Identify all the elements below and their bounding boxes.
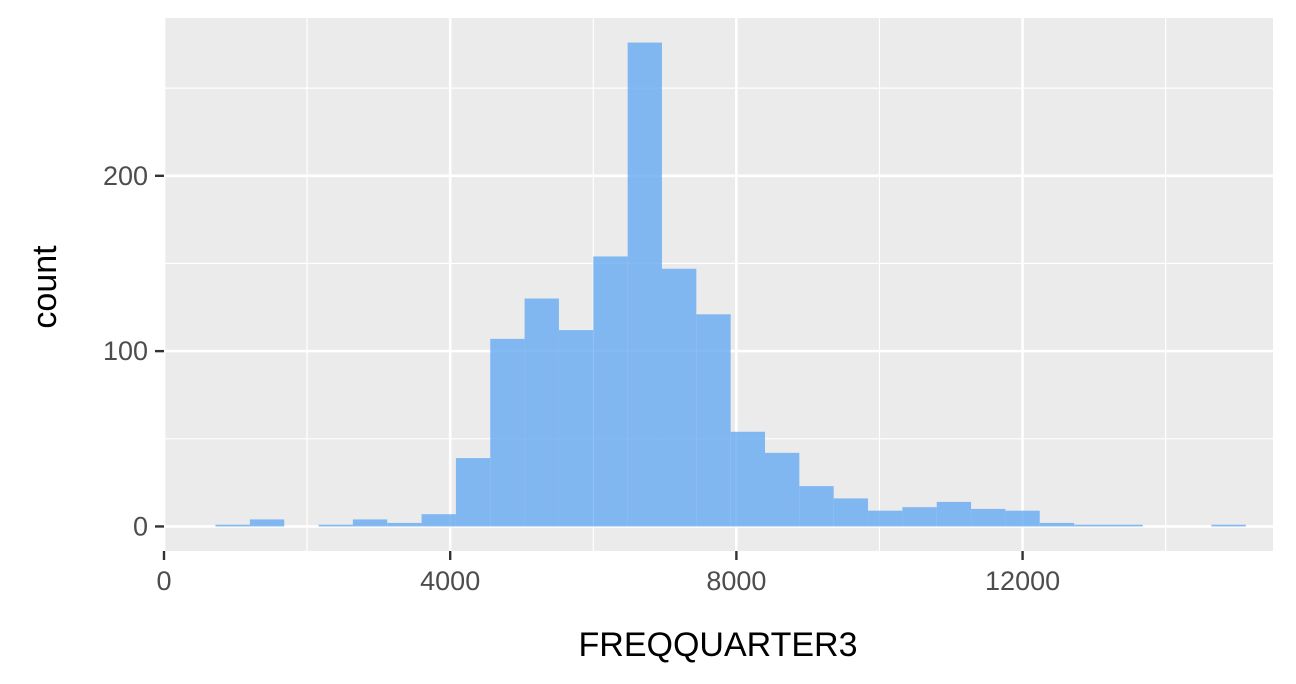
histogram-bar <box>249 519 285 527</box>
histogram-bar <box>1005 510 1040 527</box>
histogram-bar <box>318 524 353 527</box>
histogram-bar <box>799 486 834 527</box>
histogram-bar <box>1108 524 1143 527</box>
histogram-bar <box>1074 524 1109 527</box>
x-tick-label: 0 <box>156 566 171 596</box>
histogram-bar <box>936 501 972 527</box>
y-tick-label: 0 <box>133 511 148 541</box>
y-axis-tick-labels: 0 100 200 <box>103 161 148 542</box>
histogram-bar <box>1211 524 1246 527</box>
x-tick-label: 8000 <box>706 566 766 596</box>
histogram-bar <box>661 268 697 527</box>
y-tick-label: 100 <box>103 336 148 366</box>
histogram-bar <box>352 519 388 527</box>
histogram-bar <box>971 508 1006 527</box>
x-axis-tick-labels: 0 4000 8000 12000 <box>156 566 1060 596</box>
histogram-bar <box>765 452 800 527</box>
x-axis-title: FREQQUARTER3 <box>579 626 858 664</box>
histogram-bar <box>387 522 422 527</box>
histogram-bar <box>902 507 937 527</box>
histogram-bar <box>1039 522 1075 527</box>
histogram-bar <box>868 510 903 527</box>
histogram-bar <box>833 498 869 527</box>
histogram-bar <box>215 524 250 527</box>
histogram-bar <box>627 42 662 527</box>
histogram-bar <box>421 514 456 527</box>
histogram-bar <box>455 458 491 527</box>
histogram-bar <box>696 314 731 527</box>
x-tick-label: 12000 <box>985 566 1060 596</box>
histogram-bar <box>490 338 525 527</box>
y-tick-label: 200 <box>103 161 148 191</box>
y-axis-title: count <box>26 245 64 329</box>
histogram-bar <box>593 256 628 527</box>
axis-tick-marks <box>155 174 1024 560</box>
histogram-bar <box>524 298 559 527</box>
histogram-bar <box>558 330 594 527</box>
histogram-bar <box>730 431 766 527</box>
x-tick-label: 4000 <box>420 566 480 596</box>
histogram-bars <box>215 42 1246 527</box>
